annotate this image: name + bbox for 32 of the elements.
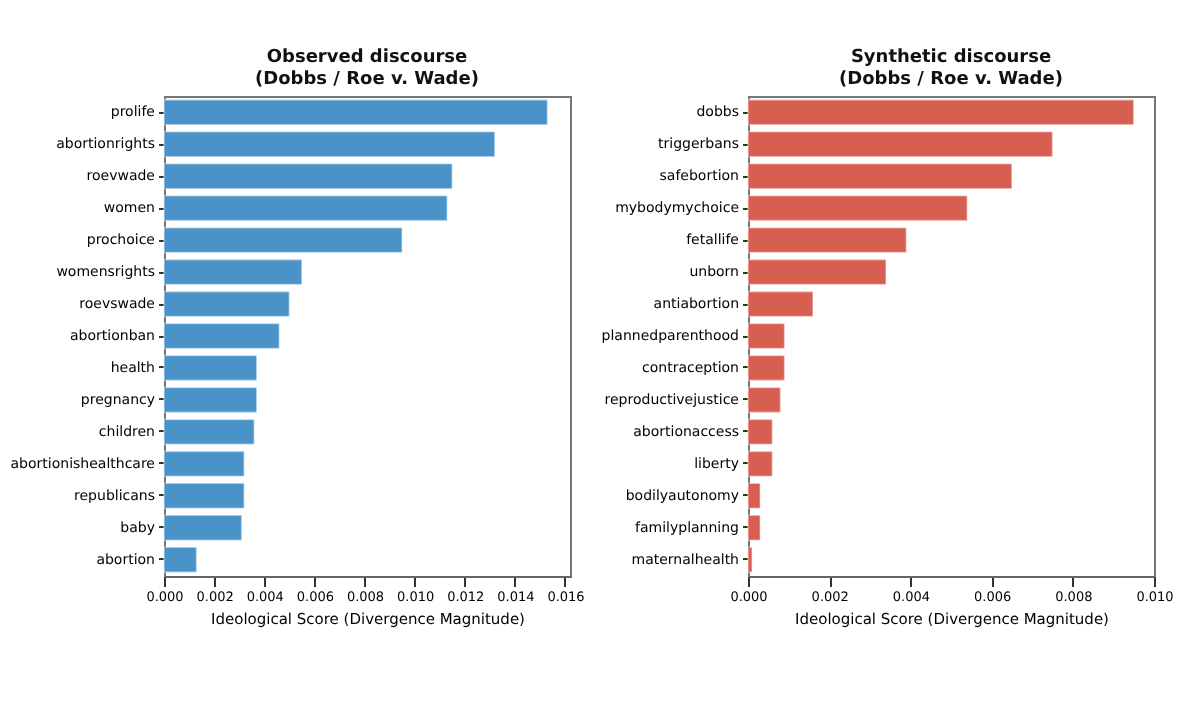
bar [163,546,198,573]
bar [163,194,448,222]
bar [747,450,774,478]
bar [163,482,245,510]
bar [163,450,245,478]
bar [163,418,256,446]
bar [747,99,1135,126]
bar [747,322,786,350]
bar [747,194,969,222]
chart-title: Observed discourse (Dobbs / Roe v. Wade) [255,48,479,90]
bar [747,162,1013,190]
chart-title: Synthetic discourse (Dobbs / Roe v. Wade) [839,48,1063,90]
bar [747,386,782,414]
bar [163,162,454,190]
bar [747,226,908,254]
bar [163,99,549,126]
bar [747,418,774,446]
bar [163,258,303,286]
bar [163,514,243,542]
bar [747,258,887,286]
bar [747,514,761,542]
bar [747,290,814,318]
bar [163,290,291,318]
bar [163,322,281,350]
bar [163,130,496,158]
bar [747,130,1054,158]
bar [747,546,753,573]
bar [747,482,761,510]
bar [747,354,786,382]
bar [163,386,258,414]
bar [163,354,258,382]
bar [163,226,403,254]
